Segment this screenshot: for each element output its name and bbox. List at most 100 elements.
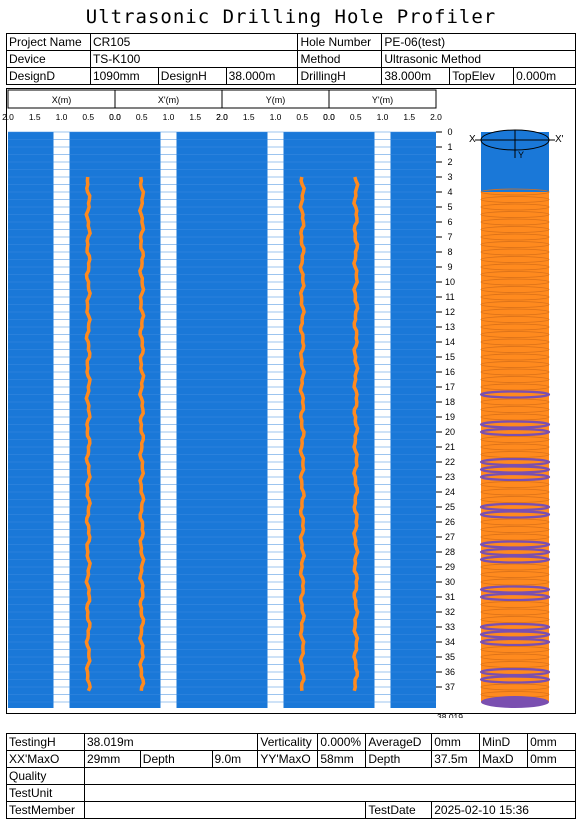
- hole-model-ring: [480, 256, 550, 263]
- depth-tick-label: 23: [445, 472, 455, 482]
- hole-model-ring: [480, 338, 550, 346]
- depth-tick-label: 18: [445, 397, 455, 407]
- hole-model-ring: [479, 427, 551, 437]
- axis-tick-label: 0.5: [350, 112, 362, 122]
- axis-tick-label: 1.0: [270, 112, 282, 122]
- hole-model-ring: [480, 383, 550, 391]
- depth-tick-label: 15: [445, 352, 455, 362]
- hole-model-ring: [480, 203, 550, 211]
- method-label: Method: [297, 50, 383, 68]
- hole-model-ring: [480, 188, 550, 196]
- hole-model-ring: [480, 233, 550, 241]
- hole-model-ring: [479, 585, 551, 594]
- testing-h-value: 38.019m: [83, 733, 259, 751]
- hole-model-ring: [480, 518, 550, 526]
- method-value: Ultrasonic Method: [381, 50, 576, 68]
- chart-frame: [6, 88, 576, 714]
- depth-tick-label: 30: [445, 577, 455, 587]
- axis-tick-label: 0.0: [109, 112, 121, 122]
- hole-model-ring: [480, 376, 550, 383]
- depth-tick-label: 11: [445, 292, 454, 302]
- test-date-value: 2025-02-10 15:36: [431, 801, 576, 819]
- hole-model-ring: [480, 571, 550, 578]
- footer-table: TestingH 38.019m Verticality 0.000% Aver…: [6, 733, 577, 819]
- hole-model-ring: [480, 443, 550, 451]
- average-d-label: AverageD: [365, 733, 433, 751]
- depth-tick-label: 3: [447, 172, 452, 182]
- hole-model-ring: [479, 630, 551, 639]
- max-d-value: 0mm: [527, 750, 576, 768]
- depth-tick-label: 28: [445, 547, 455, 557]
- hole-model-ring: [480, 481, 550, 488]
- hole-model-ring: [480, 616, 550, 623]
- depth-tick-label: 1: [447, 142, 452, 152]
- verticality-value: 0.000%: [317, 733, 367, 751]
- hole-model-ring: [480, 271, 550, 278]
- hole-model-ring: [480, 248, 550, 256]
- yy-max-label: YY'MaxO: [257, 750, 319, 768]
- axis-tick-label: 0.0: [323, 112, 335, 122]
- depth-tick-label: 31: [445, 592, 455, 602]
- model-label-x-prime: X': [555, 134, 564, 145]
- hole-model-ring: [479, 675, 551, 684]
- hole-model-ring: [480, 601, 550, 608]
- profile-chart: X(m) 2.0 1.5 1.0 0.5 0.0 X'(m) 0.0 0.5 1.0 1.5 2.0 Y…: [2, 89, 564, 718]
- hole-model-ring: [479, 667, 551, 677]
- depth-end-label: 38.019: [437, 712, 463, 718]
- depth-tick-label: 26: [445, 517, 455, 527]
- axis-tick-label: 1.5: [243, 112, 255, 122]
- hole-model-ring: [480, 368, 550, 376]
- design-d-value: 1090mm: [89, 67, 159, 85]
- depth-tick-label: 34: [445, 637, 455, 647]
- hole-model-ring: [479, 457, 551, 467]
- center-gap: [160, 132, 177, 708]
- axis-tick-label: 2.0: [216, 112, 228, 122]
- hole-model-ring: [480, 563, 550, 571]
- depth-tick-label: 10: [445, 277, 455, 287]
- axis-tick-label: 1.5: [403, 112, 415, 122]
- depth-tick-label: 25: [445, 502, 455, 512]
- hole-model-ring: [480, 488, 550, 496]
- depth-tick-label: 32: [445, 607, 455, 617]
- depth-label-2: Depth: [365, 750, 433, 768]
- depth-tick-label: 4: [447, 187, 452, 197]
- hole-model-ring: [480, 646, 550, 653]
- drilling-h-label: DrillingH: [297, 67, 383, 85]
- profile-line: [352, 176, 360, 692]
- axis-tick-label: 0.5: [82, 112, 94, 122]
- depth-label-1: Depth: [139, 750, 213, 768]
- depth-tick-label: 2: [447, 157, 452, 167]
- hole-model-ring: [480, 286, 550, 293]
- hole-model-ring: [480, 218, 550, 226]
- hole-model-ring: [479, 510, 551, 519]
- drilling-h-value: 38.000m: [381, 67, 451, 85]
- test-unit-value: [83, 784, 577, 802]
- top-elev-label: TopElev: [449, 67, 515, 85]
- hole-model-ring: [480, 293, 550, 301]
- quality-label: Quality: [6, 767, 85, 785]
- hole-model-ring: [480, 346, 550, 353]
- depth-tick-label: 7: [447, 232, 452, 242]
- depth-tick-label: 29: [445, 562, 455, 572]
- depth-tick-label: 16: [445, 367, 455, 377]
- depth-tick-label: 8: [447, 247, 452, 257]
- hole-model-ring: [480, 226, 550, 233]
- test-date-label: TestDate: [365, 801, 433, 819]
- yy-max-value: 58mm: [317, 750, 367, 768]
- test-unit-label: TestUnit: [6, 784, 85, 802]
- profile-line: [137, 176, 146, 691]
- report-title: Ultrasonic Drilling Hole Profiler: [85, 6, 497, 28]
- depth-value-1: 9.0m: [211, 750, 259, 768]
- axis-tick-label: 0.0: [109, 112, 121, 122]
- depth-tick-label: 37: [445, 682, 455, 692]
- depth-tick-label: 20: [445, 427, 455, 437]
- header-table: Project Name CR105 Hole Number PE-06(tes…: [6, 33, 576, 85]
- hole-model-ring: [480, 211, 550, 218]
- axis-tick-label: 1.5: [189, 112, 201, 122]
- axis-tick-label: 1.0: [163, 112, 175, 122]
- panel-axis-label: Y'(m): [372, 95, 393, 105]
- design-d-label: DesignD: [6, 67, 91, 85]
- axis-tick-label: 1.0: [377, 112, 389, 122]
- hole-model-ring: [480, 406, 550, 413]
- hole-model-ring: [480, 278, 550, 286]
